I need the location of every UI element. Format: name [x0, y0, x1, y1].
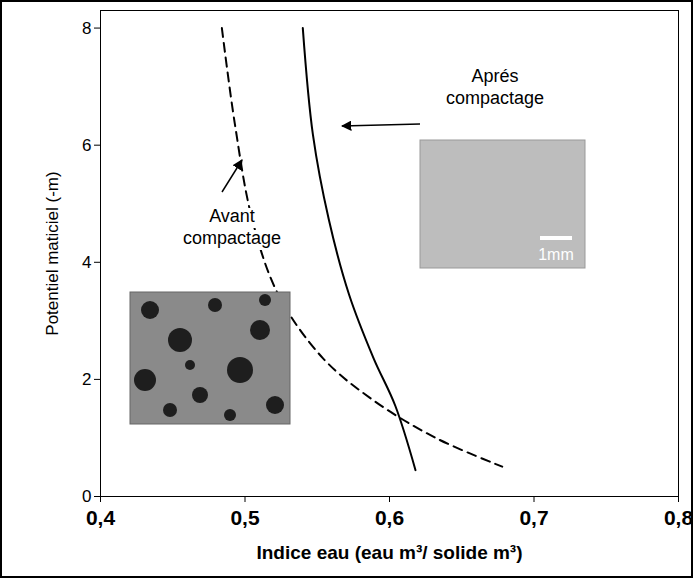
svg-text:0,5: 0,5 — [230, 506, 260, 529]
svg-text:Potentiel maticiel (-m): Potentiel maticiel (-m) — [43, 171, 62, 335]
svg-text:0,7: 0,7 — [519, 506, 548, 529]
svg-text:8: 8 — [82, 19, 91, 38]
svg-text:2: 2 — [82, 370, 91, 389]
svg-text:Avantcompactage: Avantcompactage — [183, 206, 281, 248]
svg-text:1mm: 1mm — [538, 246, 574, 263]
svg-text:0,6: 0,6 — [375, 506, 404, 529]
svg-text:Apréscompactage: Apréscompactage — [446, 66, 544, 108]
svg-text:4: 4 — [82, 253, 91, 272]
svg-text:0,4: 0,4 — [86, 506, 116, 529]
svg-text:6: 6 — [82, 136, 91, 155]
svg-text:Indice eau (eau m³/ solide m³): Indice eau (eau m³/ solide m³) — [256, 542, 522, 563]
svg-text:0,8: 0,8 — [664, 506, 693, 529]
svg-text:0: 0 — [82, 487, 91, 506]
